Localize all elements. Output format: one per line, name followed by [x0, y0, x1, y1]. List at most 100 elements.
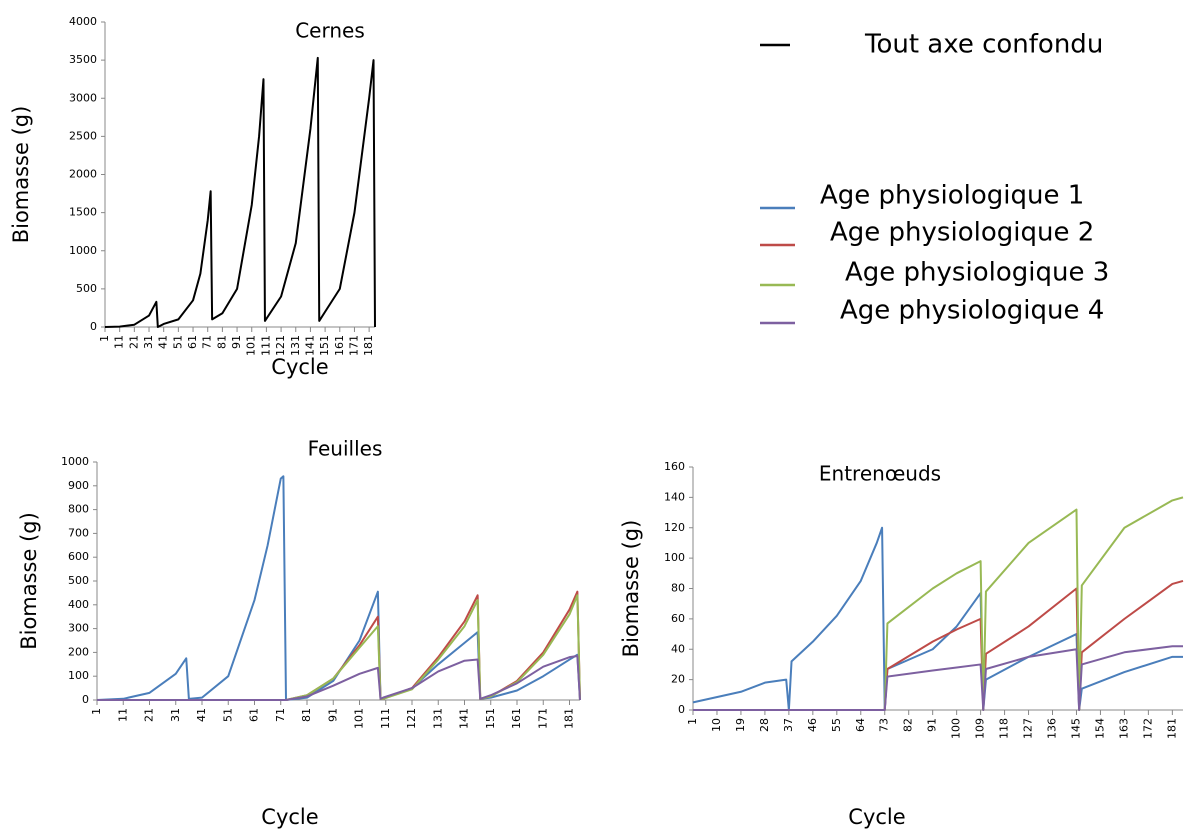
x-tick-label: 171: [536, 708, 549, 729]
x-tick-label: 41: [157, 335, 170, 349]
x-tick-label: 1: [90, 708, 103, 715]
x-axis-label: Cycle: [261, 805, 318, 829]
y-tick-label: 900: [68, 479, 89, 492]
x-tick-label: 100: [950, 718, 963, 739]
y-tick-label: 40: [671, 642, 685, 655]
x-tick-label: 73: [878, 718, 891, 732]
y-tick-label: 0: [678, 703, 685, 716]
y-tick-label: 400: [68, 598, 89, 611]
y-tick-label: 0: [82, 693, 89, 706]
y-tick-label: 700: [68, 526, 89, 539]
legend-label: Age physiologique 3: [845, 258, 1109, 288]
x-tick-label: 163: [1117, 718, 1130, 739]
y-tick-label: 500: [76, 282, 97, 295]
x-tick-label: 181: [563, 708, 576, 729]
x-tick-label: 11: [113, 335, 126, 349]
series-line: [97, 654, 581, 701]
series-line: [104, 56, 376, 328]
x-tick-label: 161: [510, 708, 523, 729]
y-tick-label: 600: [68, 550, 89, 563]
x-tick-label: 141: [458, 708, 471, 729]
x-tick-label: 101: [353, 708, 366, 729]
x-tick-label: 51: [171, 335, 184, 349]
y-tick-label: 20: [671, 673, 685, 686]
x-tick-label: 71: [274, 708, 287, 722]
x-tick-label: 81: [215, 335, 228, 349]
y-tick-label: 1000: [69, 244, 97, 257]
x-tick-label: 71: [201, 335, 214, 349]
x-tick-label: 118: [998, 718, 1011, 739]
x-tick-label: 1: [686, 718, 699, 725]
x-tick-label: 31: [142, 335, 155, 349]
y-tick-label: 160: [664, 460, 685, 473]
x-tick-label: 145: [1069, 718, 1082, 739]
x-tick-label: 41: [195, 708, 208, 722]
chart-title: Feuilles: [308, 437, 383, 461]
y-tick-label: 3000: [69, 91, 97, 104]
x-tick-label: 131: [289, 335, 302, 356]
series-line: [693, 645, 1183, 711]
x-tick-label: 171: [347, 335, 360, 356]
x-tick-label: 31: [169, 708, 182, 722]
legend-label: Tout axe confondu: [864, 30, 1103, 60]
x-tick-label: 91: [326, 708, 339, 722]
x-tick-label: 136: [1046, 718, 1059, 739]
x-tick-label: 127: [1022, 718, 1035, 739]
x-axis-label: Cycle: [848, 805, 905, 829]
series-line: [692, 526, 1183, 711]
y-tick-label: 3500: [69, 53, 97, 66]
y-tick-label: 120: [664, 521, 685, 534]
x-tick-label: 51: [221, 708, 234, 722]
x-tick-label: 64: [854, 718, 867, 732]
x-tick-label: 91: [926, 718, 939, 732]
x-tick-label: 121: [405, 708, 418, 729]
x-tick-label: 21: [143, 708, 156, 722]
x-tick-label: 82: [902, 718, 915, 732]
y-tick-label: 800: [68, 503, 89, 516]
legend-label: Age physiologique 2: [830, 218, 1094, 248]
x-tick-label: 101: [245, 335, 258, 356]
y-tick-label: 100: [68, 669, 89, 682]
x-tick-label: 46: [806, 718, 819, 732]
x-axis-label: Cycle: [271, 355, 328, 379]
x-tick-label: 172: [1141, 718, 1154, 739]
y-tick-label: 60: [671, 612, 685, 625]
y-tick-label: 4000: [69, 15, 97, 28]
y-tick-label: 0: [90, 320, 97, 333]
x-tick-label: 111: [259, 335, 272, 356]
y-tick-label: 100: [664, 551, 685, 564]
x-tick-label: 151: [318, 335, 331, 356]
x-tick-label: 181: [1165, 718, 1178, 739]
x-tick-label: 81: [300, 708, 313, 722]
x-tick-label: 11: [116, 708, 129, 722]
x-tick-label: 151: [484, 708, 497, 729]
x-tick-label: 19: [734, 718, 747, 732]
y-tick-label: 2000: [69, 168, 97, 181]
legend-label: Age physiologique 1: [820, 181, 1084, 211]
y-axis-label: Biomasse (g): [619, 520, 643, 658]
y-tick-label: 500: [68, 574, 89, 587]
y-axis-label: Biomasse (g): [9, 106, 33, 244]
series-line: [96, 475, 581, 701]
x-tick-label: 131: [431, 708, 444, 729]
legend-label: Age physiologique 4: [840, 296, 1104, 326]
y-tick-label: 1000: [61, 455, 89, 468]
x-tick-label: 91: [230, 335, 243, 349]
x-tick-label: 109: [974, 718, 987, 739]
x-tick-label: 111: [379, 708, 392, 729]
x-tick-label: 121: [274, 335, 287, 356]
chart-title: Entrenœuds: [819, 462, 941, 486]
x-tick-label: 61: [186, 335, 199, 349]
y-tick-label: 1500: [69, 206, 97, 219]
y-tick-label: 200: [68, 645, 89, 658]
x-tick-label: 28: [758, 718, 771, 732]
x-tick-label: 154: [1093, 718, 1106, 739]
x-tick-label: 37: [782, 718, 795, 732]
x-tick-label: 55: [830, 718, 843, 732]
y-tick-label: 300: [68, 622, 89, 635]
x-tick-label: 181: [362, 335, 375, 356]
y-tick-label: 140: [664, 490, 685, 503]
y-tick-label: 2500: [69, 129, 97, 142]
x-tick-label: 141: [303, 335, 316, 356]
